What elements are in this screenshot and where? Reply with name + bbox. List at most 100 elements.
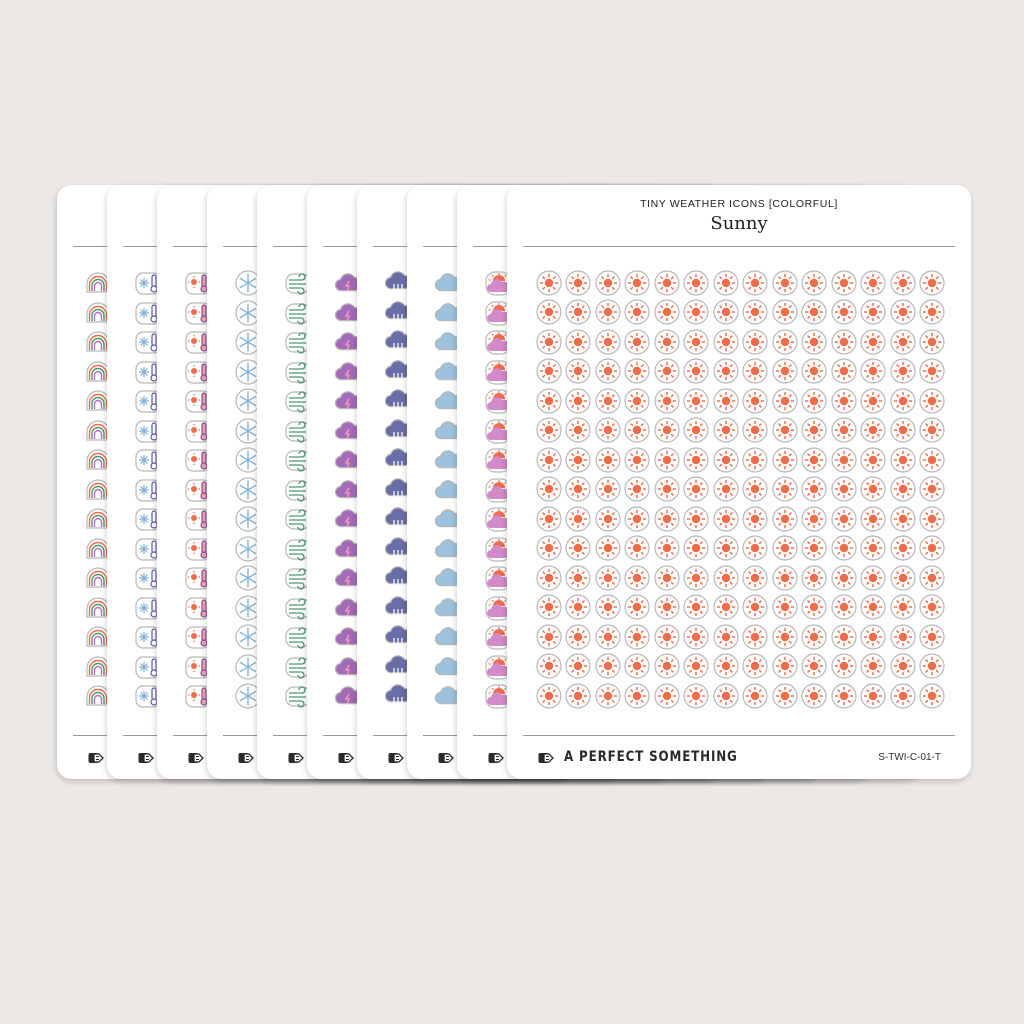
sun-sticker <box>859 622 889 652</box>
sun-sticker <box>918 622 948 652</box>
sun-sticker <box>652 445 682 475</box>
sun-icon <box>595 683 621 709</box>
sun-icon <box>801 683 827 709</box>
sun-sticker <box>682 681 712 711</box>
hot-thermometer-icon <box>185 418 211 444</box>
sun-icon <box>713 476 739 502</box>
sun-icon <box>654 299 680 325</box>
sun-icon <box>713 683 739 709</box>
icon-column <box>285 270 311 713</box>
sun-sticker <box>918 475 948 505</box>
sun-sticker <box>652 593 682 623</box>
rainbow-icon <box>85 447 111 473</box>
sun-sticker <box>534 681 564 711</box>
series-title: TINY WEATHER ICONS [COLORFUL] <box>640 198 838 210</box>
sun-sticker <box>859 268 889 298</box>
sun-sticker <box>918 534 948 564</box>
sun-sticker <box>593 327 623 357</box>
sun-icon <box>742 535 768 561</box>
sun-icon <box>713 358 739 384</box>
sun-sticker <box>918 357 948 387</box>
sun-icon <box>890 329 916 355</box>
sun-sticker <box>682 563 712 593</box>
sun-sticker <box>711 504 741 534</box>
sun-icon <box>624 506 650 532</box>
sun-icon <box>536 476 562 502</box>
icon-column <box>485 270 511 713</box>
sun-sticker <box>770 298 800 328</box>
sun-icon <box>772 624 798 650</box>
sun-sticker <box>711 357 741 387</box>
rainbow-icon <box>85 683 111 709</box>
sun-sticker <box>623 504 653 534</box>
sun-icon <box>624 594 650 620</box>
sun-icon <box>624 535 650 561</box>
sun-icon <box>683 683 709 709</box>
sun-sticker <box>741 357 771 387</box>
sun-sticker <box>682 652 712 682</box>
sun-icon <box>595 417 621 443</box>
sun-sticker <box>829 652 859 682</box>
sun-sticker <box>741 416 771 446</box>
sun-icon <box>890 565 916 591</box>
sun-sticker <box>741 563 771 593</box>
sun-icon <box>831 653 857 679</box>
sun-icon <box>536 565 562 591</box>
sun-icon <box>683 624 709 650</box>
sun-icon <box>860 388 886 414</box>
sun-sticker <box>918 327 948 357</box>
partly-sunny-icon <box>485 683 511 709</box>
sun-sticker <box>682 445 712 475</box>
sun-sticker <box>888 445 918 475</box>
sun-sticker <box>682 475 712 505</box>
sun-icon <box>801 506 827 532</box>
sun-sticker <box>829 593 859 623</box>
snowflake-icon <box>235 683 261 709</box>
sun-icon <box>890 417 916 443</box>
sun-sticker <box>682 416 712 446</box>
top-divider <box>523 246 955 247</box>
sun-sticker <box>593 416 623 446</box>
sun-icon <box>713 506 739 532</box>
sun-sticker <box>888 268 918 298</box>
sun-icon <box>860 653 886 679</box>
sun-sticker <box>859 563 889 593</box>
sun-sticker <box>534 563 564 593</box>
icon-column <box>135 270 161 713</box>
sun-sticker <box>623 416 653 446</box>
sun-icon <box>890 594 916 620</box>
sun-icon <box>595 624 621 650</box>
sun-icon <box>595 299 621 325</box>
sun-icon <box>654 270 680 296</box>
sun-sticker <box>623 622 653 652</box>
sun-icon <box>595 447 621 473</box>
sun-sticker <box>741 652 771 682</box>
rainbow-icon <box>85 418 111 444</box>
sun-icon <box>860 329 886 355</box>
snow-thermometer-icon <box>135 329 161 355</box>
sun-icon <box>654 594 680 620</box>
sun-sticker <box>623 386 653 416</box>
sun-sticker <box>829 416 859 446</box>
sun-sticker <box>711 563 741 593</box>
sun-icon <box>624 329 650 355</box>
sun-icon <box>624 624 650 650</box>
hot-thermometer-icon <box>185 300 211 326</box>
sun-icon <box>595 329 621 355</box>
rainbow-icon <box>85 654 111 680</box>
sun-icon <box>890 535 916 561</box>
sun-icon <box>624 447 650 473</box>
sun-icon <box>831 388 857 414</box>
sun-sticker <box>623 475 653 505</box>
sun-icon <box>919 683 945 709</box>
sun-sticker <box>918 445 948 475</box>
sun-sticker <box>652 534 682 564</box>
sun-sticker <box>593 298 623 328</box>
brand-logo-icon <box>188 753 204 763</box>
icon-column <box>185 270 211 713</box>
sun-sticker <box>859 475 889 505</box>
sun-icon <box>654 535 680 561</box>
sun-sticker <box>918 563 948 593</box>
rainbow-icon <box>85 270 111 296</box>
sun-icon <box>742 388 768 414</box>
